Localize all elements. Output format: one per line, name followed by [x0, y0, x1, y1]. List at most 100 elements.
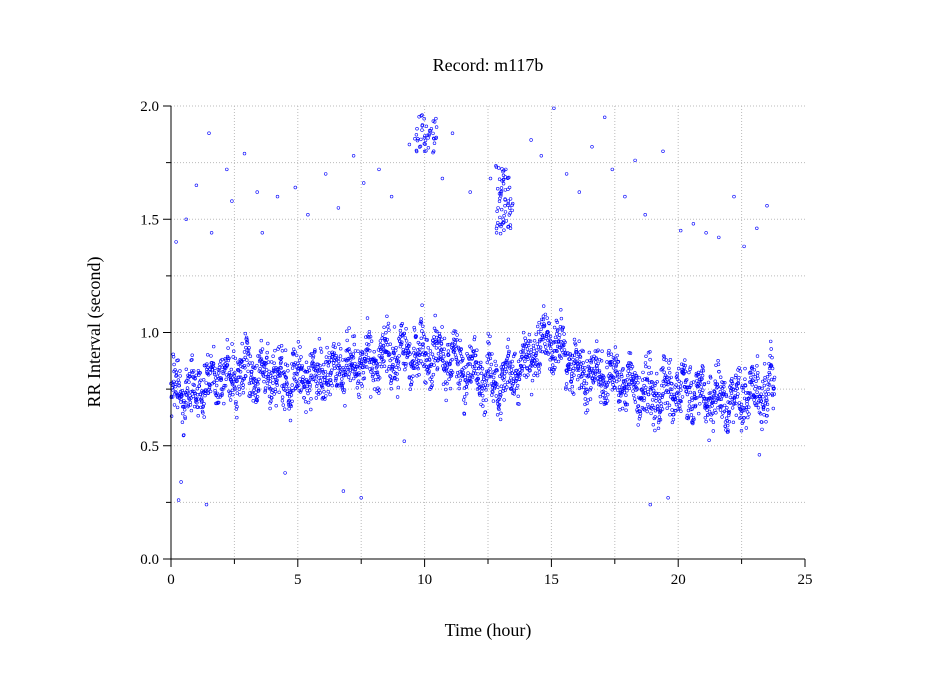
data-point: [232, 349, 236, 353]
data-point: [465, 380, 469, 384]
data-point: [361, 365, 365, 369]
axes: [163, 105, 806, 567]
data-point: [431, 131, 435, 136]
data-point: [389, 194, 394, 199]
data-point: [255, 380, 260, 384]
data-point: [435, 329, 439, 334]
data-point: [605, 399, 610, 403]
data-point: [245, 341, 250, 345]
data-point: [327, 360, 332, 364]
data-point: [761, 395, 765, 399]
data-point: [338, 369, 342, 373]
data-point: [220, 357, 224, 362]
data-point: [456, 371, 460, 375]
data-point: [547, 321, 551, 326]
data-point: [185, 390, 190, 395]
data-point: [200, 399, 204, 403]
data-point: [464, 385, 469, 389]
data-point: [492, 375, 496, 380]
data-point: [429, 364, 433, 368]
data-point: [178, 369, 182, 373]
data-point: [574, 350, 579, 354]
data-point: [542, 323, 547, 328]
data-point: [699, 377, 704, 382]
data-point: [219, 377, 224, 382]
data-point: [246, 348, 251, 352]
data-point: [329, 371, 333, 375]
data-point: [710, 411, 715, 416]
data-point: [334, 377, 338, 381]
data-point: [535, 348, 539, 352]
data-point: [262, 370, 267, 374]
data-point: [227, 394, 232, 398]
data-point: [744, 406, 749, 410]
data-point: [441, 352, 445, 356]
data-point: [581, 371, 585, 376]
data-point: [581, 385, 586, 389]
data-point: [633, 371, 637, 375]
data-point: [263, 386, 268, 390]
data-point: [216, 395, 220, 400]
data-point: [592, 376, 597, 381]
data-point: [657, 392, 661, 396]
data-point: [610, 362, 614, 367]
data-point: [625, 378, 629, 382]
data-point: [239, 364, 243, 369]
data-point: [241, 391, 246, 395]
data-point: [506, 224, 511, 229]
data-point: [315, 384, 319, 388]
data-point: [531, 362, 535, 366]
chart-title: Record: m117b: [433, 55, 544, 75]
data-point: [176, 498, 181, 502]
data-point: [240, 381, 244, 385]
data-point: [265, 355, 269, 360]
data-point: [736, 392, 740, 396]
data-point: [427, 369, 431, 373]
data-point: [670, 420, 675, 425]
data-point: [683, 363, 687, 368]
data-point: [324, 360, 328, 364]
data-point: [314, 379, 318, 383]
data-point: [575, 357, 579, 361]
data-point: [700, 373, 705, 378]
data-point: [410, 360, 414, 364]
data-point: [685, 392, 690, 397]
data-point: [322, 362, 326, 367]
data-point: [275, 194, 280, 199]
data-point: [506, 353, 510, 358]
data-point: [189, 408, 194, 413]
data-point: [450, 131, 455, 135]
data-point: [747, 412, 751, 416]
data-point: [392, 325, 397, 329]
data-point: [429, 127, 434, 131]
data-point: [408, 387, 412, 391]
data-point: [497, 407, 501, 412]
data-point: [439, 348, 443, 352]
data-point: [368, 367, 372, 371]
data-point: [747, 405, 751, 409]
data-point: [539, 327, 543, 331]
data-point: [566, 367, 571, 371]
data-point: [558, 346, 562, 350]
data-point: [274, 404, 278, 408]
data-point: [339, 347, 343, 351]
data-point: [190, 358, 194, 362]
data-point: [509, 376, 513, 380]
data-point: [174, 373, 179, 377]
data-point: [224, 377, 228, 381]
data-point: [667, 361, 671, 365]
data-point: [639, 387, 643, 392]
data-point: [541, 304, 546, 308]
data-point: [556, 359, 561, 364]
data-point: [369, 370, 373, 374]
data-point: [303, 400, 308, 404]
data-point: [457, 374, 461, 378]
data-point: [502, 361, 506, 365]
data-point: [414, 133, 419, 137]
data-point: [207, 131, 211, 135]
data-point: [360, 352, 364, 356]
data-point: [461, 357, 465, 361]
data-point: [246, 363, 251, 367]
data-point: [664, 358, 668, 362]
data-point: [678, 384, 683, 389]
